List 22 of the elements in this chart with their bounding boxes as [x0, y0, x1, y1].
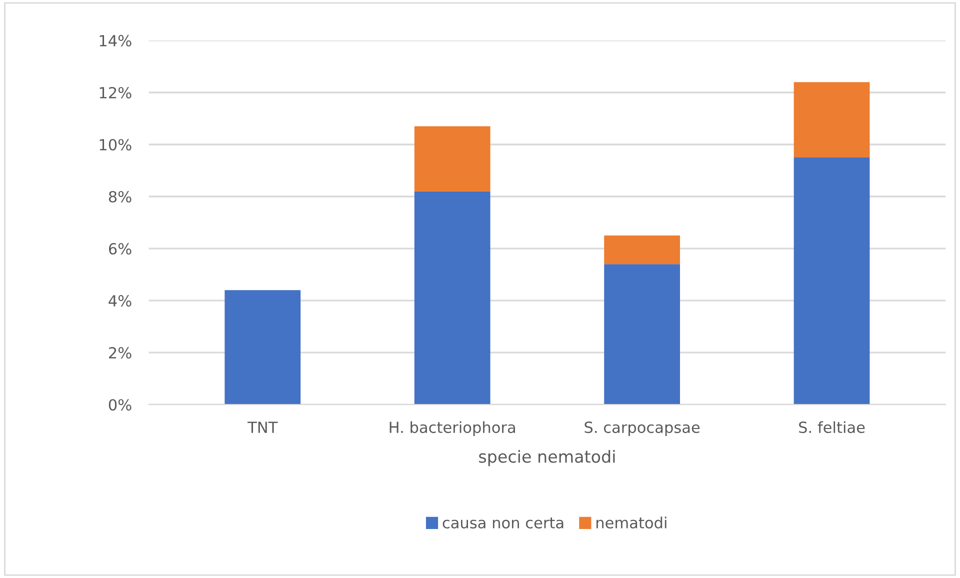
y-tick-label: 6%: [108, 243, 132, 255]
bar: [604, 264, 680, 405]
x-tick-label: H. bacteriophora: [390, 421, 515, 436]
y-tick-label: 0%: [108, 399, 132, 411]
y-tick-label: 10%: [100, 138, 132, 151]
bar: [414, 126, 490, 192]
bar: [604, 236, 680, 264]
legend-label: nematodi: [596, 516, 666, 528]
bar: [794, 158, 870, 405]
legend-label: causa non certa: [442, 518, 564, 528]
x-tick-label: S. feltiae: [799, 421, 865, 434]
bar: [414, 191, 490, 405]
bar: [224, 290, 301, 405]
bar: [794, 82, 870, 158]
y-tick-label: 12%: [100, 86, 132, 98]
y-tick-label: 8%: [108, 190, 132, 203]
y-tick-label: 4%: [108, 295, 132, 307]
x-tick-label: TNT: [248, 422, 278, 433]
x-tick-label: S. carpocapsae: [584, 422, 700, 436]
x-axis-title: specie nematodi: [479, 450, 615, 466]
y-tick-label: 14%: [100, 34, 132, 46]
y-tick-label: 2%: [109, 347, 132, 359]
